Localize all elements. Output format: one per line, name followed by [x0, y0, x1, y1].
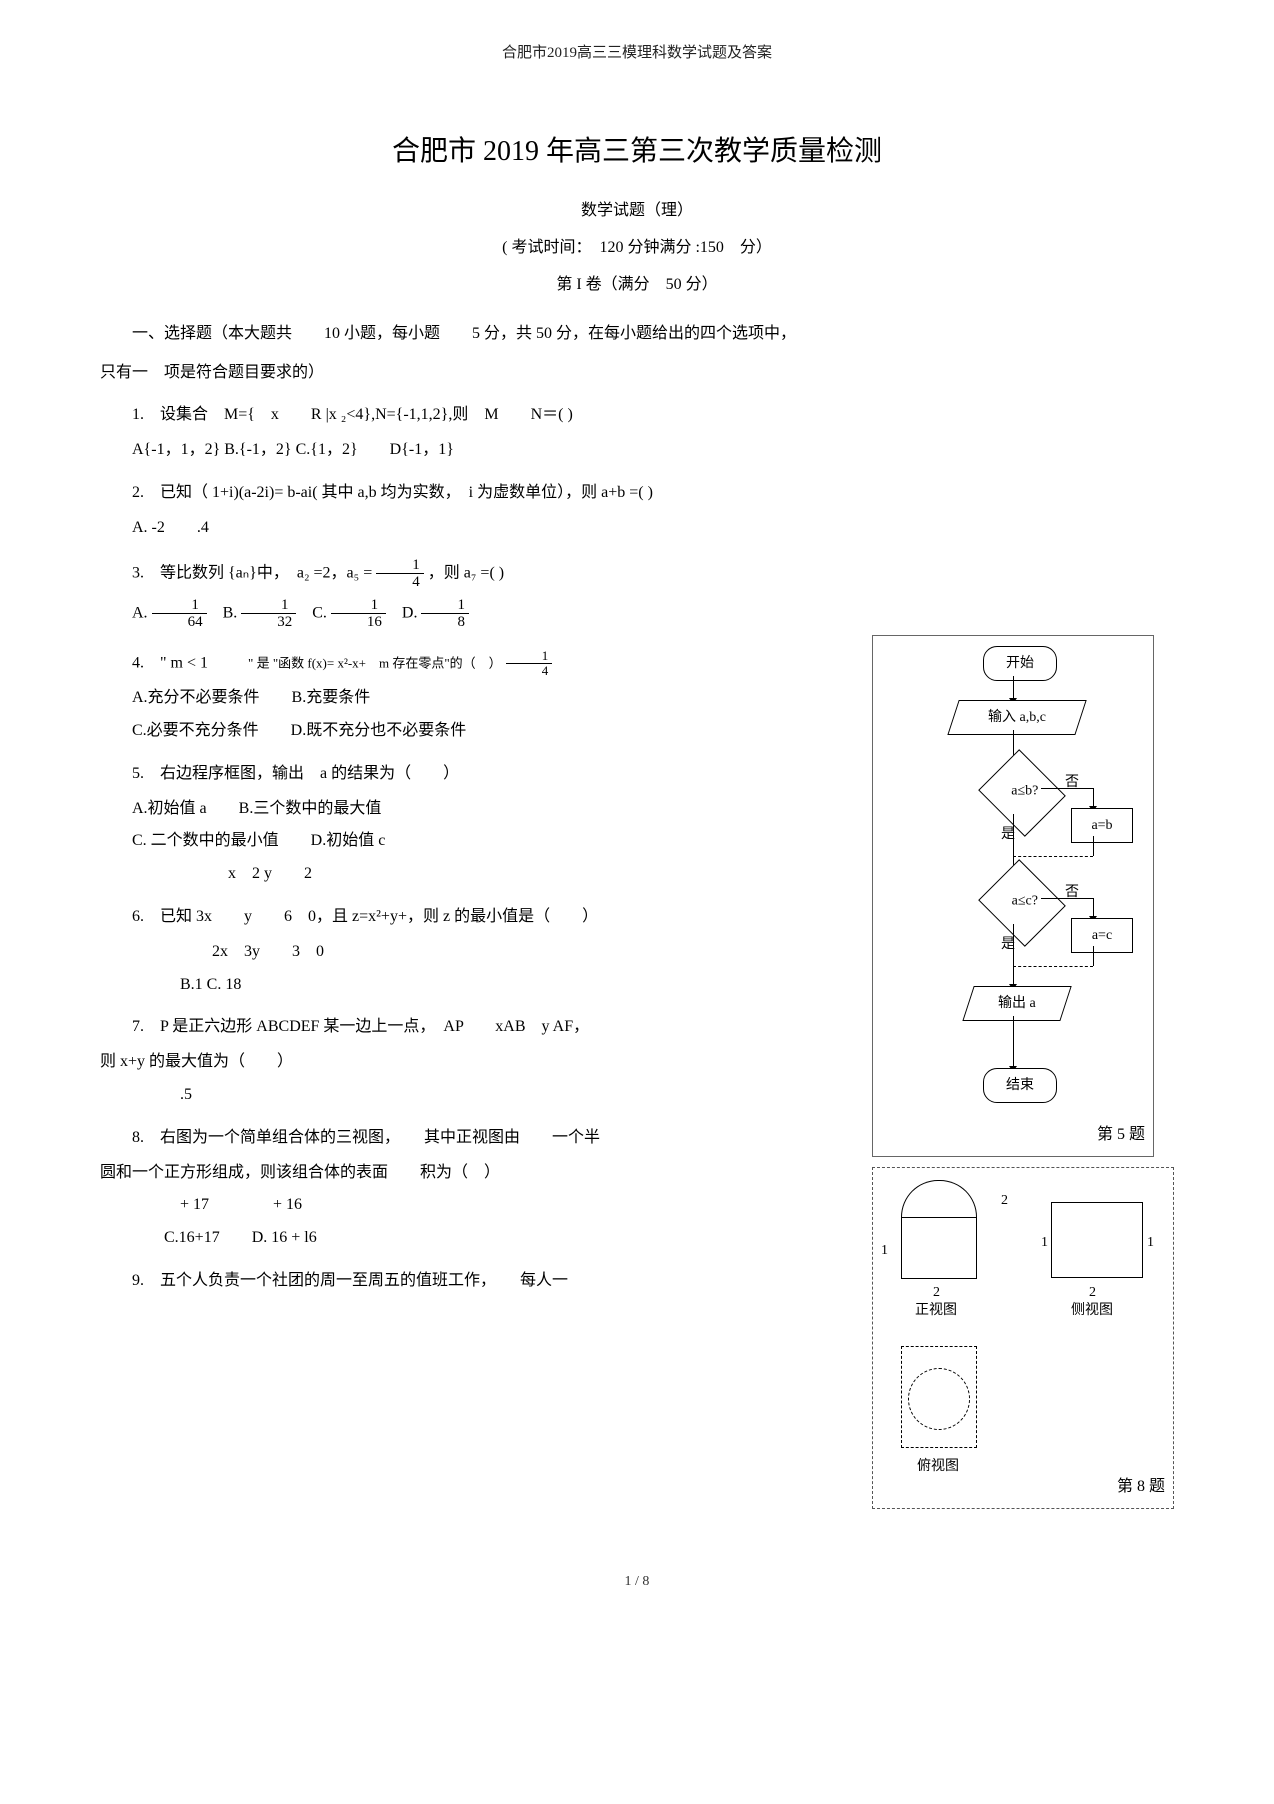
flow-line — [1041, 788, 1093, 789]
tv-front-box — [901, 1217, 977, 1279]
flow-end: 结束 — [983, 1068, 1057, 1103]
frac-num: 1 — [506, 649, 553, 664]
tv-dim-1c: 1 — [1147, 1230, 1154, 1255]
flow-line — [1013, 924, 1014, 984]
question-6-options: B.1 C. 18 — [148, 971, 852, 1000]
flowchart-caption: 第 5 题 — [1097, 1121, 1145, 1150]
flow-line-dash — [1013, 966, 1093, 968]
flow-cond1-text: a≤b? — [990, 784, 1060, 798]
frac-den: 4 — [506, 664, 553, 678]
opt-d-label: D. — [402, 604, 418, 621]
question-7a: 7. P 是正六边形 ABCDEF 某一边上一点， AP xAB y AF， — [100, 1013, 852, 1042]
subtitle-subject: 数学试题（理） — [100, 197, 1174, 226]
flow-line — [1041, 898, 1093, 899]
flow-no-2: 否 — [1065, 880, 1079, 905]
flow-no-1: 否 — [1065, 770, 1079, 795]
flow-line — [1013, 1016, 1014, 1066]
opt-a-label: A. — [132, 604, 148, 621]
flow-cond1: a≤b? — [978, 749, 1066, 837]
fraction-1-16: 1 16 — [331, 597, 386, 631]
flow-output: 输出 a — [962, 986, 1071, 1021]
question-6: 6. 已知 3x y 6 0，且 z=x²+y+，则 z 的最小值是（ ） — [100, 903, 852, 932]
section-1-header-a: 一、选择题（本大题共 10 小题，每小题 5 分，共 50 分，在每小题给出的四… — [100, 320, 1174, 349]
frac-num: 1 — [241, 597, 296, 615]
fraction-1-64: 1 64 — [152, 597, 207, 631]
opt-b-label: B. — [223, 604, 238, 621]
fraction-1-8: 1 8 — [421, 597, 469, 631]
tv-top-circle — [908, 1368, 970, 1430]
fraction-1-32: 1 32 — [241, 597, 296, 631]
flow-input: 输入 a,b,c — [947, 700, 1086, 735]
frac-den: 16 — [331, 614, 386, 631]
subtitle-part1: 第 I 卷（满分 50 分） — [100, 271, 1174, 300]
flow-line — [1093, 836, 1094, 856]
frac-den: 64 — [152, 614, 207, 631]
flow-start: 开始 — [983, 646, 1057, 681]
frac-num: 1 — [152, 597, 207, 615]
question-8-options-2: C.16+17 D. 16 + l6 — [132, 1224, 852, 1253]
question-6-line1: x 2 y 2 — [196, 860, 852, 889]
flow-line — [1013, 814, 1014, 870]
question-8a: 8. 右图为一个简单组合体的三视图， 其中正视图由 一个半 — [100, 1124, 852, 1153]
question-4-options-2: C.必要不充分条件 D.既不充分也不必要条件 — [100, 717, 852, 746]
q7-text-a: 7. P 是正六边形 ABCDEF 某一边上一点， AP xAB y AF， — [132, 1018, 589, 1035]
question-3-pre: 3. 等比数列 {aₙ}中， a₂ =2，a₅ = — [132, 564, 376, 581]
flow-output-text: 输出 a — [998, 991, 1036, 1016]
q4-pre: 4. " m < 1 — [132, 654, 208, 671]
tv-side-box — [1051, 1202, 1143, 1278]
question-1: 1. 设集合 M={ x R |x ₂<4},N={-1,1,2},则 M N＝… — [100, 401, 1174, 430]
frac-num: 1 — [421, 597, 469, 615]
flow-input-text: 输入 a,b,c — [988, 705, 1046, 730]
flow-line — [1093, 946, 1094, 966]
frac-den: 8 — [421, 614, 469, 631]
tv-label-side: 侧视图 — [1071, 1298, 1113, 1323]
tv-dim-1a: 1 — [881, 1238, 888, 1263]
frac-den: 32 — [241, 614, 296, 631]
question-5-options-2: C. 二个数中的最小值 D.初始值 c — [100, 827, 852, 856]
frac-num: 1 — [376, 557, 424, 575]
page-number: 1 / 8 — [100, 1569, 1174, 1594]
question-3-post: ，则 a₇ =( ) — [428, 564, 504, 581]
fraction-1-4b: 1 4 — [506, 649, 553, 679]
page-header-top: 合肥市2019高三三模理科数学试题及答案 — [100, 40, 1174, 67]
tv-dim-2a: 2 — [1001, 1188, 1008, 1213]
tv-label-front: 正视图 — [915, 1298, 957, 1323]
tv-label-top: 俯视图 — [917, 1454, 959, 1479]
q4-mid: " 是 "函数 f(x)= x²-x+ m 存在零点"的（ ） — [248, 655, 502, 670]
question-3: 3. 等比数列 {aₙ}中， a₂ =2，a₅ = 1 4 ，则 a₇ =( ) — [100, 557, 1174, 591]
opt-c-label: C. — [312, 604, 327, 621]
frac-den: 4 — [376, 574, 424, 591]
fraction-1-4: 1 4 — [376, 557, 424, 591]
question-6-line3: 2x 3y 3 0 — [180, 938, 852, 967]
flow-cond2: a≤c? — [978, 859, 1066, 947]
question-3-options: A. 1 64 B. 1 32 C. 1 16 D. 1 8 — [100, 597, 1174, 631]
flow-assign2: a=c — [1071, 918, 1133, 953]
question-2-options: A. -2 .4 — [100, 514, 1174, 543]
flowchart-q5: 开始 输入 a,b,c a≤b? 是 否 a=b a≤c? 是 否 a=c 输出… — [872, 635, 1154, 1157]
flow-assign1: a=b — [1071, 808, 1133, 843]
question-5-options-1: A.初始值 a B.三个数中的最大值 — [100, 795, 852, 824]
question-1-options: A{-1，1，2} B.{-1，2} C.{1，2} D{-1，1} — [100, 436, 1174, 465]
question-7b: 则 x+y 的最大值为（ ） — [100, 1048, 852, 1077]
question-8-options-1: + 17 + 16 — [148, 1191, 852, 1220]
threeview-caption: 第 8 题 — [1117, 1473, 1165, 1502]
subtitle-time-score: ( 考试时间： 120 分钟满分 :150 分） — [100, 234, 1174, 263]
question-7-options: .5 — [148, 1081, 852, 1110]
tv-dim-1b: 1 — [1041, 1230, 1048, 1255]
section-1-header-b: 只有一 项是符合题目要求的） — [100, 359, 1174, 388]
flow-line — [1093, 788, 1094, 806]
question-9: 9. 五个人负责一个社团的周一至周五的值班工作， 每人一 — [100, 1267, 852, 1296]
flow-cond2-text: a≤c? — [990, 894, 1060, 908]
question-8b: 圆和一个正方形组成，则该组合体的表面 积为（ ） — [100, 1159, 852, 1188]
threeview-q8: 2 1 2 正视图 1 1 2 侧视图 俯视图 第 8 题 — [872, 1167, 1174, 1509]
flow-line — [1013, 676, 1014, 698]
question-5: 5. 右边程序框图，输出 a 的结果为（ ） — [100, 760, 852, 789]
question-4: 4. " m < 1 " 是 "函数 f(x)= x²-x+ m 存在零点"的（… — [100, 649, 852, 679]
frac-num: 1 — [331, 597, 386, 615]
flow-line — [1093, 898, 1094, 916]
flow-line-dash — [1013, 856, 1093, 858]
main-title: 合肥市 2019 年高三第三次教学质量检测 — [100, 127, 1174, 177]
question-2: 2. 已知（ 1+i)(a-2i)= b-ai( 其中 a,b 均为实数， i … — [100, 479, 1174, 508]
question-4-options-1: A.充分不必要条件 B.充要条件 — [100, 684, 852, 713]
